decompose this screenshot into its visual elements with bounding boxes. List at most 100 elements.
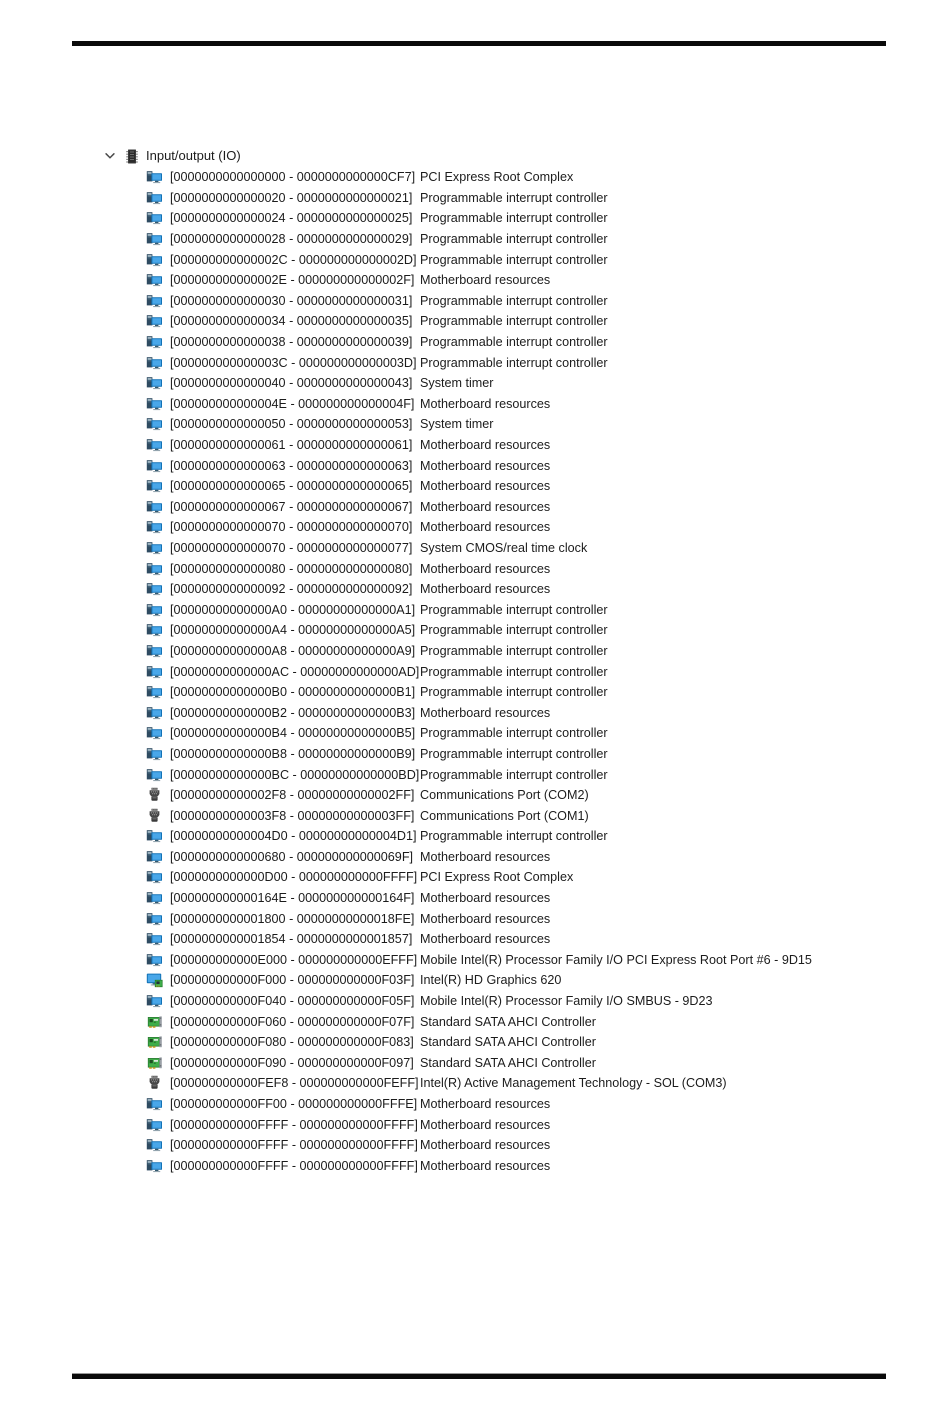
resource-row[interactable]: [0000000000000000 - 0000000000000CF7] PC… (146, 167, 812, 188)
system-device-icon (146, 1117, 163, 1133)
resource-row[interactable]: [0000000000000034 - 0000000000000035] Pr… (146, 311, 812, 332)
resource-row[interactable]: [000000000000FFFF - 000000000000FFFF] Mo… (146, 1114, 812, 1135)
system-device-icon (146, 643, 163, 659)
resource-row[interactable]: [0000000000001854 - 0000000000001857] Mo… (146, 929, 812, 950)
io-range: [00000000000004D0 - 00000000000004D1] (170, 829, 417, 844)
device-name: Motherboard resources (420, 849, 551, 864)
resource-row[interactable]: [0000000000000040 - 0000000000000043] Sy… (146, 373, 812, 394)
device-name: PCI Express Root Complex (420, 170, 574, 185)
device-name: Motherboard resources (420, 273, 551, 288)
resource-row[interactable]: [000000000000F060 - 000000000000F07F] St… (146, 1011, 812, 1032)
device-name: Intel(R) Active Management Technology - … (420, 1076, 727, 1091)
io-range: [000000000000FFFF - 000000000000FFFF] (170, 1138, 418, 1153)
device-name: Communications Port (COM1) (420, 808, 589, 823)
resource-row[interactable]: [000000000000FEF8 - 000000000000FEFF] In… (146, 1073, 812, 1094)
system-device-icon (146, 272, 163, 288)
io-range: [00000000000000B2 - 00000000000000B3] (170, 705, 416, 720)
resource-row[interactable]: [000000000000004E - 000000000000004F] Mo… (146, 394, 812, 415)
io-range: [0000000000000680 - 000000000000069F] (170, 849, 414, 864)
resource-row[interactable]: [0000000000000028 - 0000000000000029] Pr… (146, 229, 812, 250)
system-device-icon (146, 416, 163, 432)
io-range: [0000000000000080 - 0000000000000080] (170, 561, 413, 576)
io-range: [0000000000000092 - 0000000000000092] (170, 582, 413, 597)
io-range: [0000000000000020 - 0000000000000021] (170, 190, 413, 205)
io-range: [0000000000000063 - 0000000000000063] (170, 458, 413, 473)
io-range: [0000000000001800 - 00000000000018FE] (170, 911, 415, 926)
resource-row[interactable]: [00000000000000A8 - 00000000000000A9] Pr… (146, 641, 812, 662)
resource-row[interactable]: [0000000000000080 - 0000000000000080] Mo… (146, 558, 812, 579)
resource-row[interactable]: [000000000000F090 - 000000000000F097] St… (146, 1053, 812, 1074)
resource-row[interactable]: [000000000000FFFF - 000000000000FFFF] Mo… (146, 1135, 812, 1156)
resource-row[interactable]: [0000000000000067 - 0000000000000067] Mo… (146, 497, 812, 518)
resource-row[interactable]: [00000000000004D0 - 00000000000004D1] Pr… (146, 826, 812, 847)
resource-row[interactable]: [0000000000000038 - 0000000000000039] Pr… (146, 332, 812, 353)
resource-row[interactable]: [0000000000001800 - 00000000000018FE] Mo… (146, 908, 812, 929)
io-range: [00000000000000A0 - 00000000000000A1] (170, 602, 416, 617)
system-device-icon (146, 622, 163, 638)
io-range: [0000000000000034 - 0000000000000035] (170, 314, 413, 329)
resource-row[interactable]: [0000000000000070 - 0000000000000070] Mo… (146, 517, 812, 538)
resource-row[interactable]: [000000000000003C - 000000000000003D] Pr… (146, 352, 812, 373)
resource-row[interactable]: [000000000000164E - 000000000000164F] Mo… (146, 888, 812, 909)
resource-row[interactable]: [0000000000000030 - 0000000000000031] Pr… (146, 291, 812, 312)
system-device-icon (146, 375, 163, 391)
system-device-icon (146, 519, 163, 535)
resource-row[interactable]: [0000000000000065 - 0000000000000065] Mo… (146, 476, 812, 497)
resource-row[interactable]: [000000000000002C - 000000000000002D] Pr… (146, 249, 812, 270)
resource-row[interactable]: [00000000000000A0 - 00000000000000A1] Pr… (146, 599, 812, 620)
device-name: Motherboard resources (420, 438, 551, 453)
io-range: [00000000000000A4 - 00000000000000A5] (170, 623, 416, 638)
system-device-icon (146, 355, 163, 371)
io-range: [00000000000003F8 - 00000000000003FF] (170, 808, 415, 823)
resource-row[interactable]: [00000000000000B2 - 00000000000000B3] Mo… (146, 702, 812, 723)
system-device-icon (146, 313, 163, 329)
io-range: [0000000000000000 - 0000000000000CF7] (170, 170, 416, 185)
resource-row[interactable]: [000000000000FFFF - 000000000000FFFF] Mo… (146, 1156, 812, 1177)
resource-row[interactable]: [0000000000000D00 - 000000000000FFFF] PC… (146, 867, 812, 888)
system-device-icon (146, 396, 163, 412)
resource-row[interactable]: [0000000000000061 - 0000000000000061] Mo… (146, 435, 812, 456)
system-device-icon (146, 210, 163, 226)
resource-row[interactable]: [00000000000000A4 - 00000000000000A5] Pr… (146, 620, 812, 641)
system-device-icon (146, 293, 163, 309)
io-range: [000000000000F080 - 000000000000F083] (170, 1035, 414, 1050)
resource-row[interactable]: [00000000000003F8 - 00000000000003FF] Co… (146, 805, 812, 826)
device-name: Motherboard resources (420, 705, 551, 720)
resource-row[interactable]: [00000000000000B4 - 00000000000000B5] Pr… (146, 723, 812, 744)
io-range: [0000000000000030 - 0000000000000031] (170, 293, 413, 308)
resource-row[interactable]: [000000000000FF00 - 000000000000FFFE] Mo… (146, 1094, 812, 1115)
system-device-icon (146, 1158, 163, 1174)
resource-row[interactable]: [000000000000002E - 000000000000002F] Mo… (146, 270, 812, 291)
resource-row[interactable]: [000000000000F000 - 000000000000F03F] In… (146, 970, 812, 991)
device-name: Motherboard resources (420, 891, 551, 906)
resource-row[interactable]: [0000000000000024 - 0000000000000025] Pr… (146, 208, 812, 229)
io-range: [0000000000000D00 - 000000000000FFFF] (170, 870, 418, 885)
io-range: [0000000000000040 - 0000000000000043] (170, 376, 413, 391)
resource-row[interactable]: [0000000000000050 - 0000000000000053] Sy… (146, 414, 812, 435)
resource-row[interactable]: [00000000000000B0 - 00000000000000B1] Pr… (146, 682, 812, 703)
resource-row[interactable]: [000000000000F080 - 000000000000F083] St… (146, 1032, 812, 1053)
io-range: [0000000000000024 - 0000000000000025] (170, 211, 413, 226)
io-range: [00000000000000B8 - 00000000000000B9] (170, 746, 416, 761)
resource-row[interactable]: [00000000000000BC - 00000000000000BD] Pr… (146, 764, 812, 785)
chevron-down-icon[interactable] (102, 149, 117, 164)
resource-row[interactable]: [0000000000000070 - 0000000000000077] Sy… (146, 538, 812, 559)
resource-row[interactable]: [0000000000000020 - 0000000000000021] Pr… (146, 188, 812, 209)
device-name: Motherboard resources (420, 458, 551, 473)
resource-row[interactable]: [000000000000F040 - 000000000000F05F] Mo… (146, 991, 812, 1012)
resource-row[interactable]: [00000000000002F8 - 00000000000002FF] Co… (146, 785, 812, 806)
resource-row[interactable]: [0000000000000092 - 0000000000000092] Mo… (146, 579, 812, 600)
resource-row[interactable]: [00000000000000B8 - 00000000000000B9] Pr… (146, 744, 812, 765)
resource-row[interactable]: [000000000000E000 - 000000000000EFFF] Mo… (146, 950, 812, 971)
system-device-icon (146, 849, 163, 865)
resource-row[interactable]: [00000000000000AC - 00000000000000AD] Pr… (146, 661, 812, 682)
device-name: PCI Express Root Complex (420, 870, 574, 885)
device-name: Programmable interrupt controller (420, 746, 608, 761)
io-range: [000000000000002E - 000000000000002F] (170, 273, 415, 288)
tree-root-io[interactable]: Input/output (IO) (102, 146, 241, 166)
io-range: [000000000000FEF8 - 000000000000FEFF] (170, 1076, 419, 1091)
resource-row[interactable]: [0000000000000680 - 000000000000069F] Mo… (146, 847, 812, 868)
display-adapter-icon (146, 972, 163, 988)
resource-row[interactable]: [0000000000000063 - 0000000000000063] Mo… (146, 455, 812, 476)
serial-port-icon (146, 808, 163, 824)
